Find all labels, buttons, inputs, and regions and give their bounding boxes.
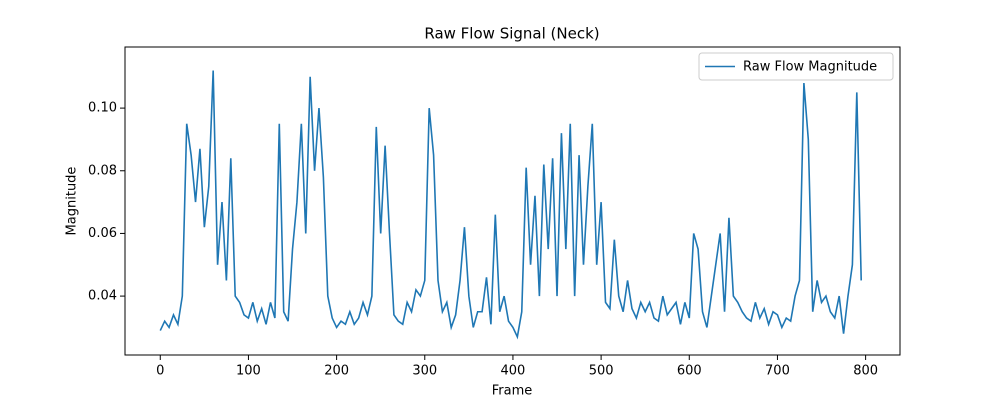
y-tick-label: 0.06 xyxy=(88,226,117,241)
x-tick-label: 100 xyxy=(236,364,261,379)
y-tick-label: 0.10 xyxy=(88,101,117,116)
legend: Raw Flow Magnitude xyxy=(698,52,894,81)
x-axis-label: Frame xyxy=(492,384,533,399)
data-line xyxy=(159,70,863,340)
x-tick-label: 800 xyxy=(853,364,878,379)
x-tick-label: 200 xyxy=(324,364,349,379)
x-tick-label: 400 xyxy=(501,364,526,379)
plot-frame xyxy=(124,46,901,356)
y-axis-label: Magnitude xyxy=(65,167,80,236)
legend-label: Raw Flow Magnitude xyxy=(743,60,877,75)
x-tick-label: 300 xyxy=(412,364,437,379)
y-tick-label: 0.04 xyxy=(88,289,117,304)
legend-box xyxy=(698,52,894,81)
x-tick-label: 600 xyxy=(677,364,702,379)
x-tick-label: 700 xyxy=(765,364,790,379)
x-tick-label: 500 xyxy=(589,364,614,379)
x-tick-label: 0 xyxy=(156,364,164,379)
chart-title: Raw Flow Signal (Neck) xyxy=(424,25,599,43)
y-tick-label: 0.08 xyxy=(88,163,117,178)
